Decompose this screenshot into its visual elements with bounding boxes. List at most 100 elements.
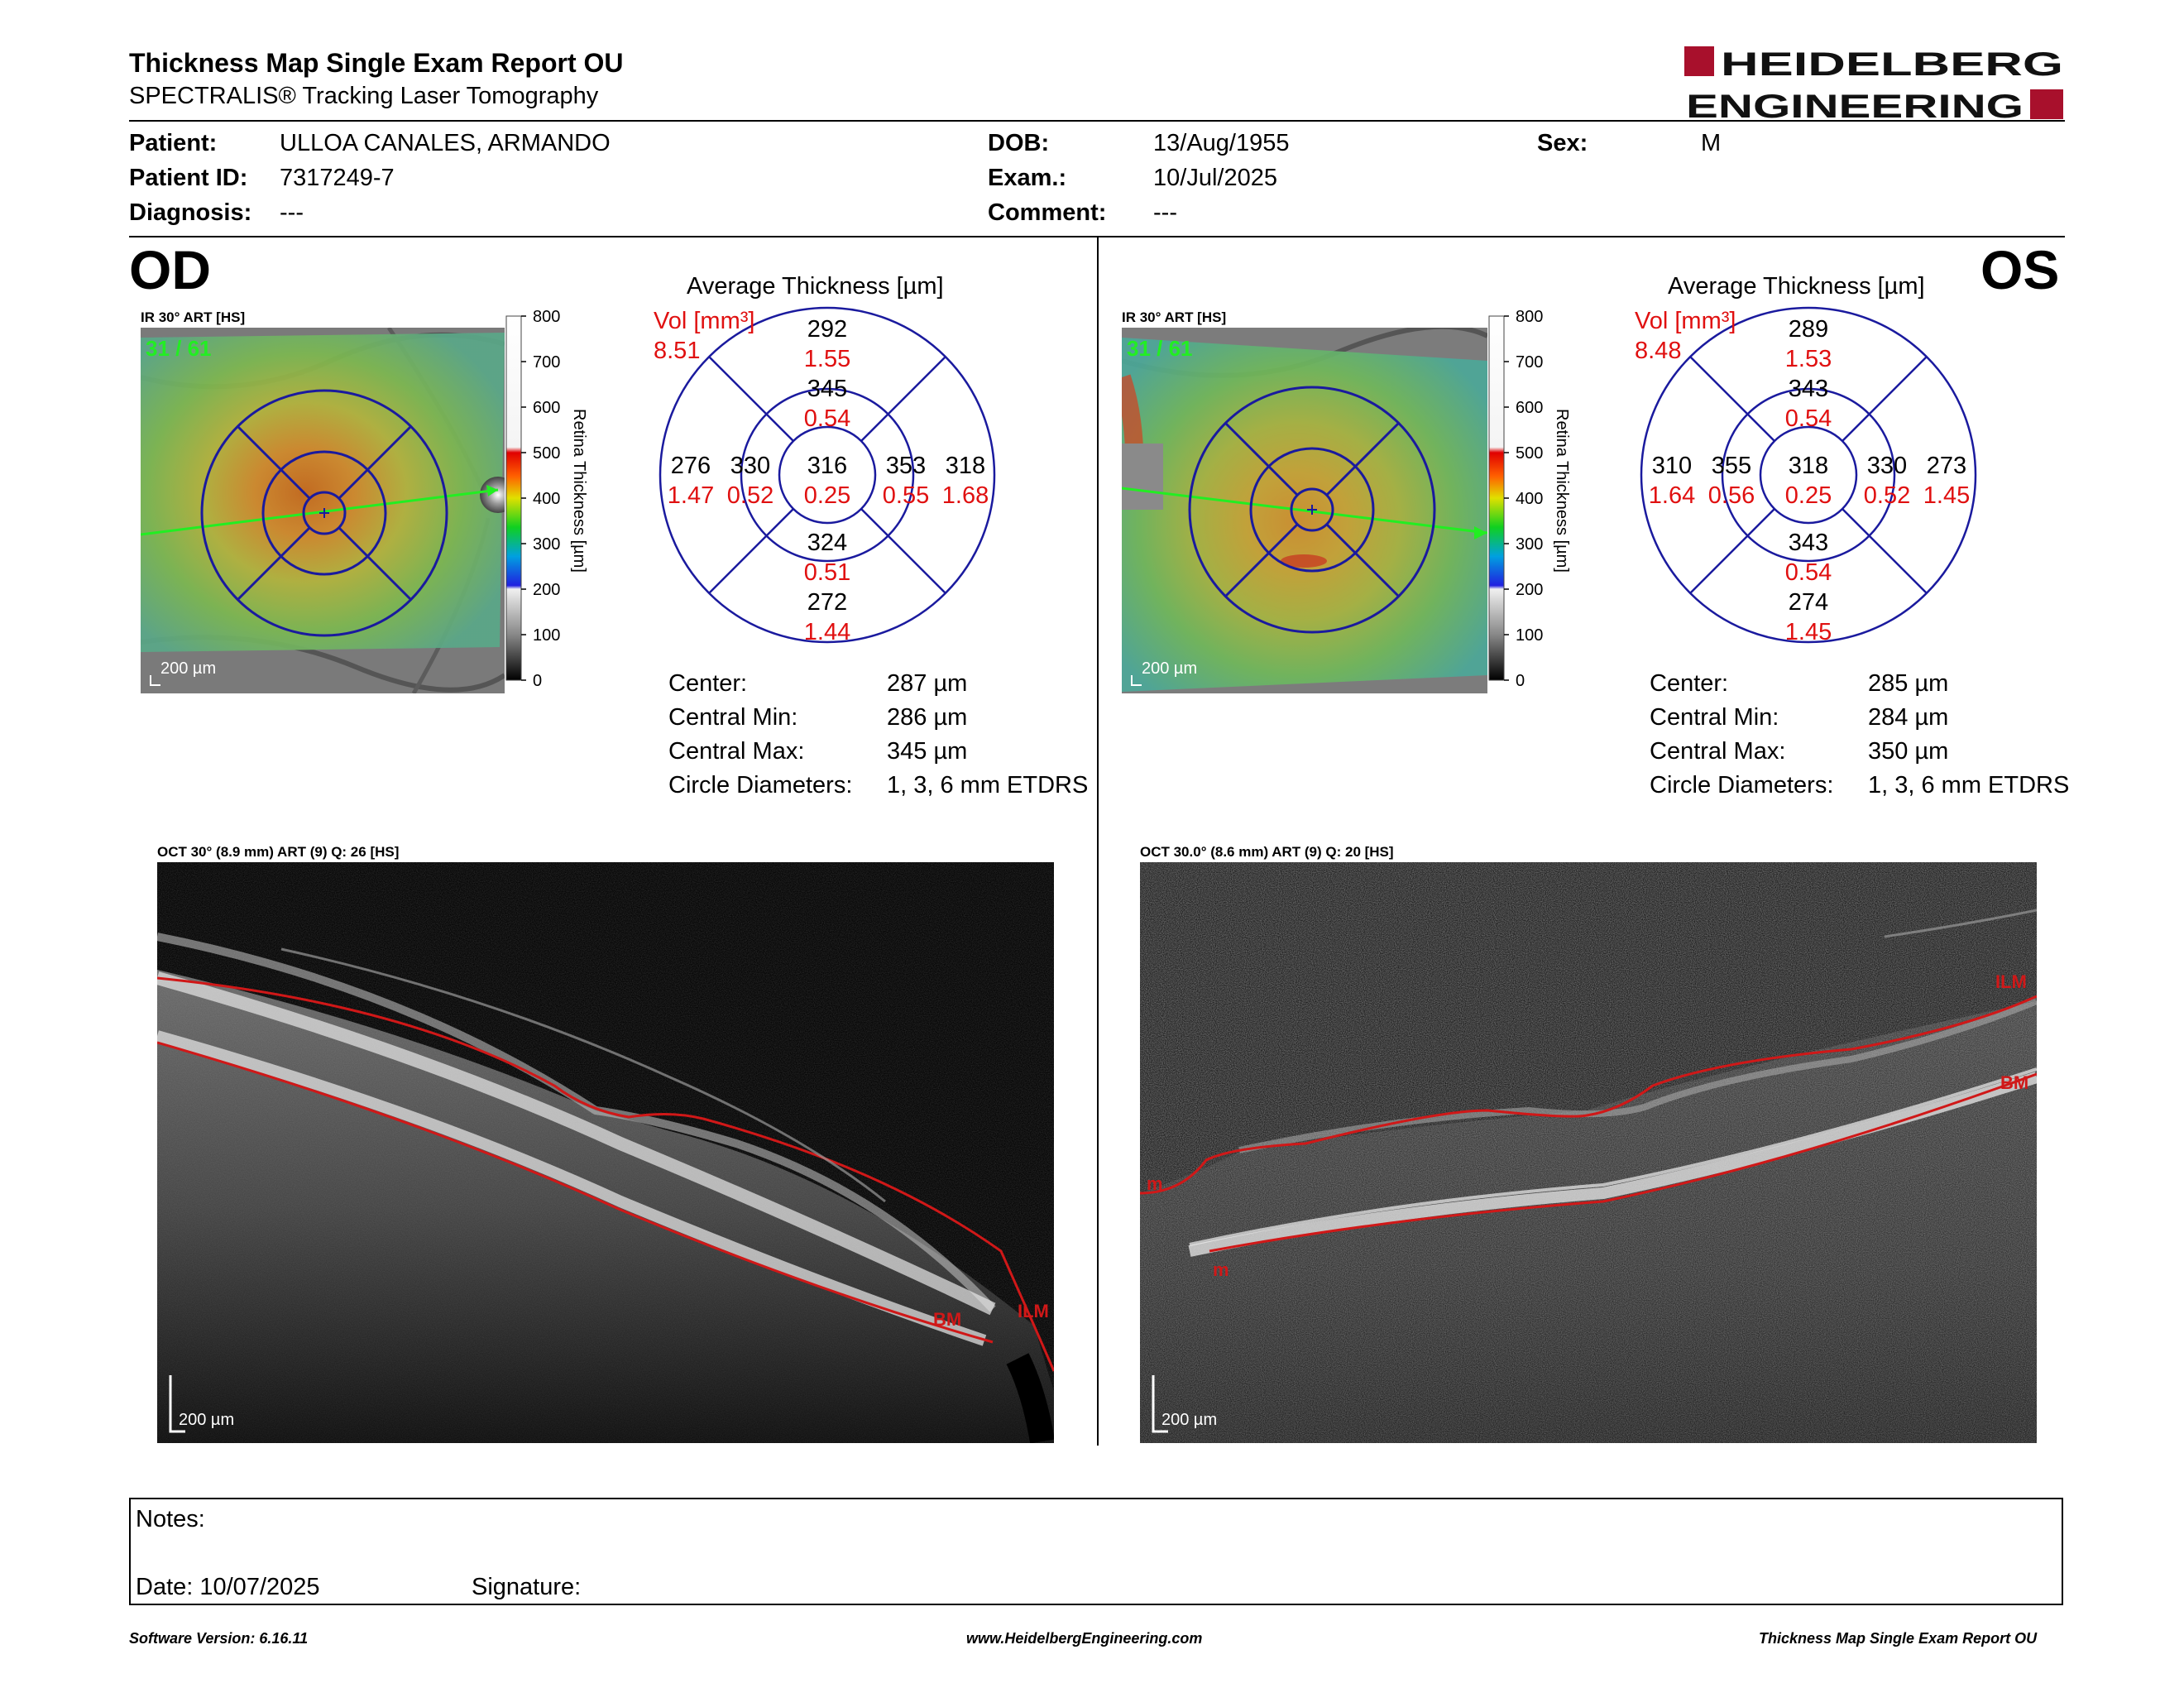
- od-center-value: 287 µm: [887, 670, 968, 697]
- od-outer-superior-volume: 1.55: [804, 346, 850, 372]
- od-central-max-label: Central Max:: [668, 738, 805, 765]
- os-central-max-label: Central Max:: [1650, 738, 1786, 765]
- od-colorbar: 800 700 600 500 400 300 200 100 0 Retina…: [505, 308, 588, 690]
- exam-label: Exam.:: [988, 165, 1067, 191]
- colorbar-tick: 800: [1516, 308, 1543, 326]
- od-map-scale: 200 µm: [160, 659, 216, 678]
- colorbar-tick: 100: [1516, 626, 1543, 645]
- od-center-thickness: 316: [807, 453, 847, 479]
- colorbar-tick: 200: [533, 581, 560, 599]
- os-oct-caption: OCT 30.0° (8.6 mm) ART (9) Q: 20 [HS]: [1140, 844, 1394, 860]
- od-vol-value: 8.51: [654, 338, 701, 364]
- comment-value: ---: [1153, 199, 1177, 226]
- od-ir-caption: IR 30° ART [HS]: [141, 309, 246, 325]
- os-ir-caption: IR 30° ART [HS]: [1122, 309, 1227, 325]
- logo-line2: ENGINEERING: [1686, 89, 2024, 122]
- od-central-min-value: 286 µm: [887, 704, 968, 731]
- os-center-thickness: 318: [1789, 453, 1828, 479]
- date-label: Date: 10/07/2025: [136, 1574, 320, 1600]
- logo-line1: HEIDELBERG: [1721, 46, 2063, 83]
- od-eye-label: OD: [129, 239, 211, 300]
- os-outer-right-thickness: 273: [1927, 453, 1966, 479]
- os-oct-scale: 200 µm: [1161, 1411, 1217, 1429]
- software-version: Software Version: 6.16.11: [129, 1630, 309, 1647]
- os-outer-inferior-volume: 1.45: [1785, 619, 1832, 645]
- os-central-max-value: 350 µm: [1868, 738, 1949, 765]
- os-oct-m-label: m: [1147, 1173, 1163, 1194]
- colorbar-tick: 0: [1516, 672, 1525, 690]
- os-central-min-value: 284 µm: [1868, 704, 1949, 731]
- os-vol-label: Vol [mm³]: [1635, 308, 1736, 334]
- od-oct-caption: OCT 30° (8.9 mm) ART (9) Q: 26 [HS]: [157, 844, 400, 860]
- os-vol-value: 8.48: [1635, 338, 1682, 364]
- colorbar-tick: 500: [1516, 444, 1543, 463]
- od-etdrs-grid: 292 1.55 345 0.54 316 0.25 324 0.51 272 …: [659, 306, 996, 645]
- od-outer-right-volume: 1.68: [942, 482, 989, 509]
- od-inner-left-volume: 0.52: [727, 482, 774, 509]
- od-outer-inferior-thickness: 272: [807, 589, 847, 616]
- os-inner-superior-volume: 0.54: [1785, 405, 1832, 432]
- od-circle-diameters-value: 1, 3, 6 mm ETDRS: [887, 772, 1089, 798]
- os-outer-superior-thickness: 289: [1789, 316, 1828, 343]
- os-inner-inferior-volume: 0.54: [1785, 559, 1832, 586]
- notes-label: Notes:: [136, 1506, 205, 1532]
- od-vol-label: Vol [mm³]: [654, 308, 755, 334]
- os-oct-m-label: m: [1213, 1259, 1229, 1280]
- od-circle-diameters-label: Circle Diameters:: [668, 772, 853, 798]
- colorbar-tick: 700: [1516, 353, 1543, 372]
- os-frame-counter: 31 / 61: [1127, 336, 1193, 361]
- patient-label: Patient:: [129, 130, 218, 156]
- od-outer-left-volume: 1.47: [668, 482, 714, 509]
- center-divider: [1097, 237, 1099, 1446]
- footer-report-title: Thickness Map Single Exam Report OU: [1759, 1630, 2038, 1647]
- exam-value: 10/Jul/2025: [1153, 165, 1277, 191]
- colorbar-tick: 700: [533, 353, 560, 372]
- website-link[interactable]: www.HeidelbergEngineering.com: [966, 1630, 1203, 1647]
- diagnosis-value: ---: [280, 199, 304, 226]
- os-circle-diameters-value: 1, 3, 6 mm ETDRS: [1868, 772, 2070, 798]
- od-outer-inferior-volume: 1.44: [804, 619, 850, 645]
- od-thickness-map: 31 / 61 200 µm: [141, 328, 505, 693]
- colorbar-tick: 400: [533, 490, 560, 508]
- od-outer-left-thickness: 276: [671, 453, 711, 479]
- od-inner-superior-volume: 0.54: [804, 405, 850, 432]
- sex-value: M: [1701, 130, 1722, 156]
- od-outer-superior-thickness: 292: [807, 316, 847, 343]
- od-avg-title: Average Thickness [µm]: [687, 273, 944, 300]
- dob-label: DOB:: [988, 130, 1050, 156]
- os-center-value: 285 µm: [1868, 670, 1949, 697]
- os-circle-diameters-label: Circle Diameters:: [1650, 772, 1834, 798]
- header-divider: [129, 120, 2065, 122]
- notes-box[interactable]: Notes: Date: 10/07/2025 Signature:: [129, 1498, 2063, 1605]
- os-oct-bscan: ILM BM m m 200 µm: [1140, 862, 2037, 1443]
- os-map-scale: 200 µm: [1142, 659, 1197, 678]
- patient-divider: [129, 236, 2065, 237]
- colorbar-tick: 400: [1516, 490, 1543, 508]
- os-inner-inferior-thickness: 343: [1789, 530, 1828, 556]
- signature-label: Signature:: [472, 1574, 582, 1600]
- os-eye-label: OS: [1980, 239, 2060, 300]
- od-central-max-value: 345 µm: [887, 738, 968, 765]
- colorbar-tick: 200: [1516, 581, 1543, 599]
- os-avg-title: Average Thickness [µm]: [1668, 273, 1925, 300]
- diagnosis-label: Diagnosis:: [129, 199, 252, 226]
- colorbar-tick: 600: [1516, 399, 1543, 417]
- os-central-min-label: Central Min:: [1650, 704, 1779, 731]
- od-oct-bscan: BM ILM 200 µm: [157, 862, 1054, 1443]
- od-oct-bm-label: BM: [933, 1309, 961, 1330]
- comment-label: Comment:: [988, 199, 1107, 226]
- patient-id-value: 7317249-7: [280, 165, 395, 191]
- os-oct-ilm-label: ILM: [1995, 971, 2027, 992]
- patient-id-label: Patient ID:: [129, 165, 248, 191]
- os-center-volume: 0.25: [1785, 482, 1832, 509]
- od-inner-superior-thickness: 345: [807, 376, 847, 402]
- os-outer-superior-volume: 1.53: [1785, 346, 1832, 372]
- colorbar-tick: 300: [533, 535, 560, 554]
- od-oct-scale: 200 µm: [179, 1411, 234, 1429]
- colorbar-tick: 100: [533, 626, 560, 645]
- os-inner-left-volume: 0.56: [1708, 482, 1755, 509]
- os-inner-right-volume: 0.52: [1864, 482, 1910, 509]
- colorbar-label: Retina Thickness [µm]: [570, 409, 588, 573]
- heidelberg-logo: HEIDELBERG ENGINEERING: [1684, 46, 2063, 122]
- os-outer-left-thickness: 310: [1652, 453, 1692, 479]
